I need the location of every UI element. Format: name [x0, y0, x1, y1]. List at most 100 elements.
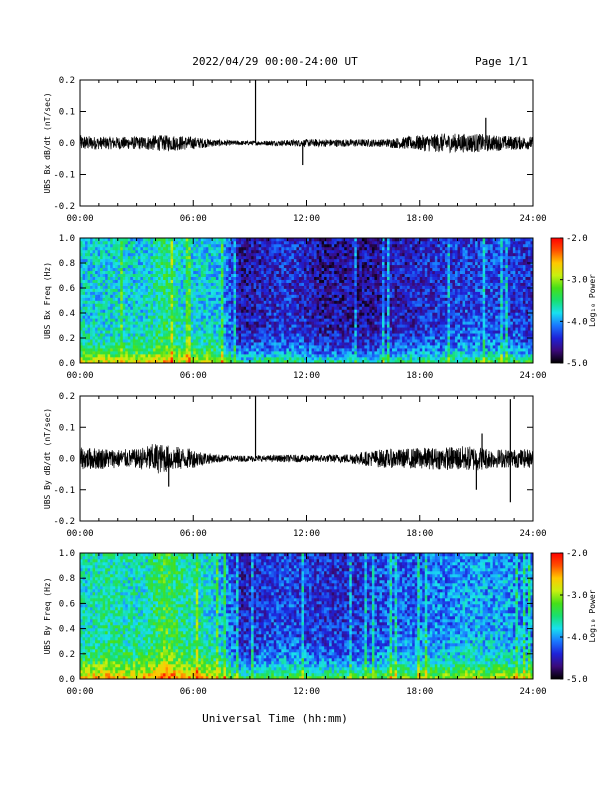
spectrogram-cell: [233, 255, 237, 260]
spectrogram-cell: [135, 339, 139, 343]
spectrogram-cell: [258, 348, 262, 352]
spectrogram-cell: [319, 249, 322, 254]
spectrogram-cell: [175, 303, 179, 307]
spectrogram-cell: [120, 291, 124, 295]
spectrogram-cell: [231, 252, 234, 257]
spectrogram-cell: [170, 252, 174, 257]
spectrogram-cell: [321, 345, 325, 349]
spectrogram-cell: [102, 297, 106, 301]
spectrogram-cell: [276, 270, 280, 275]
spectrogram-cell: [298, 342, 302, 346]
spectrogram-cell: [193, 330, 197, 334]
spectrogram-cell: [283, 291, 287, 295]
spectrogram-cell: [158, 318, 161, 322]
spectrogram-cell: [137, 294, 141, 298]
spectrogram-cell: [266, 342, 270, 346]
spectrogram-cell: [180, 288, 184, 292]
spectrogram-cell: [306, 318, 310, 322]
spectrogram-cell: [115, 261, 119, 266]
spectrogram-cell: [107, 249, 111, 254]
spectrogram-cell: [198, 327, 202, 331]
spectrogram-cell: [238, 252, 242, 257]
spectrogram-cell: [336, 246, 340, 251]
spectrogram-cell: [152, 348, 156, 352]
spectrogram-cell: [281, 255, 285, 260]
spectrogram-cell: [215, 312, 219, 316]
spectrogram-cell: [273, 333, 277, 337]
spectrogram-cell: [231, 360, 234, 364]
spectrogram-cell: [160, 333, 164, 337]
spectrogram-cell: [344, 309, 348, 313]
spectrogram-cell: [90, 315, 93, 319]
spectrogram-cell: [339, 333, 343, 337]
spectrogram-cell: [220, 294, 224, 298]
spectrogram-cell: [155, 291, 159, 295]
spectrogram-cell: [241, 303, 244, 307]
spectrogram-cell: [137, 333, 141, 337]
spectrogram-cell: [82, 342, 86, 346]
spectrogram-cell: [268, 279, 272, 283]
spectrogram-cell: [273, 270, 277, 275]
spectrogram-cell: [147, 267, 151, 272]
spectrogram-cell: [303, 312, 307, 316]
spectrogram-cell: [268, 294, 272, 298]
spectrogram-cell: [351, 318, 355, 322]
spectrogram-cell: [286, 354, 290, 358]
spectrogram-cell: [266, 297, 270, 301]
spectrogram-cell: [200, 309, 204, 313]
spectrogram-cell: [346, 360, 350, 364]
spectrogram-cell: [147, 261, 151, 266]
spectrogram-cell: [251, 276, 254, 280]
spectrogram-cell: [140, 327, 144, 331]
spectrogram-cell: [188, 252, 192, 257]
spectrogram-cell: [356, 246, 360, 251]
spectrogram-cell: [95, 246, 98, 251]
spectrogram-cell: [163, 238, 166, 242]
spectrogram-cell: [354, 243, 358, 248]
spectrogram-cell: [278, 291, 282, 295]
spectrogram-cell: [97, 261, 101, 266]
spectrogram-cell: [200, 285, 204, 289]
spectrogram-cell: [115, 348, 119, 352]
spectrogram-cell: [251, 273, 254, 277]
spectrogram-cell: [220, 243, 224, 248]
spectrogram-cell: [361, 246, 365, 251]
spectrogram-cell: [349, 303, 353, 307]
spectrogram-cell: [241, 252, 244, 257]
spectrogram-cell: [261, 282, 265, 286]
spectrogram-cell: [145, 333, 149, 337]
spectrogram-cell: [203, 330, 207, 334]
spectrogram-cell: [256, 318, 259, 322]
spectrogram-cell: [359, 294, 363, 298]
spectrogram-cell: [311, 348, 315, 352]
spectrogram-cell: [359, 240, 363, 245]
spectrogram-cell: [314, 255, 317, 260]
spectrogram-cell: [135, 291, 139, 295]
spectrogram-cell: [268, 339, 272, 343]
spectrogram-cell: [208, 252, 212, 257]
spectrogram-cell: [369, 258, 373, 263]
spectrogram-cell: [321, 309, 325, 313]
spectrogram-cell: [85, 351, 88, 355]
spectrogram-cell: [82, 273, 86, 277]
spectrogram-cell: [276, 282, 280, 286]
spectrogram-cell: [344, 273, 348, 277]
spectrogram-cell: [276, 285, 280, 289]
spectrogram-cell: [173, 276, 176, 280]
spectrogram-cell: [90, 309, 93, 313]
spectrogram-cell: [276, 300, 280, 304]
spectrogram-cell: [180, 282, 184, 286]
spectrogram-cell: [281, 306, 285, 310]
spectrogram-cell: [225, 288, 229, 292]
spectrogram-cell: [366, 273, 370, 277]
spectrogram-cell: [188, 238, 192, 242]
spectrogram-cell: [137, 282, 141, 286]
spectrogram-cell: [95, 276, 98, 280]
spectrogram-cell: [238, 321, 242, 325]
spectrogram-cell: [248, 315, 252, 319]
spectrogram-cell: [165, 309, 169, 313]
spectrogram-cell: [100, 300, 103, 304]
spectrogram-cell: [319, 291, 322, 295]
spectrogram-cell: [241, 339, 244, 343]
